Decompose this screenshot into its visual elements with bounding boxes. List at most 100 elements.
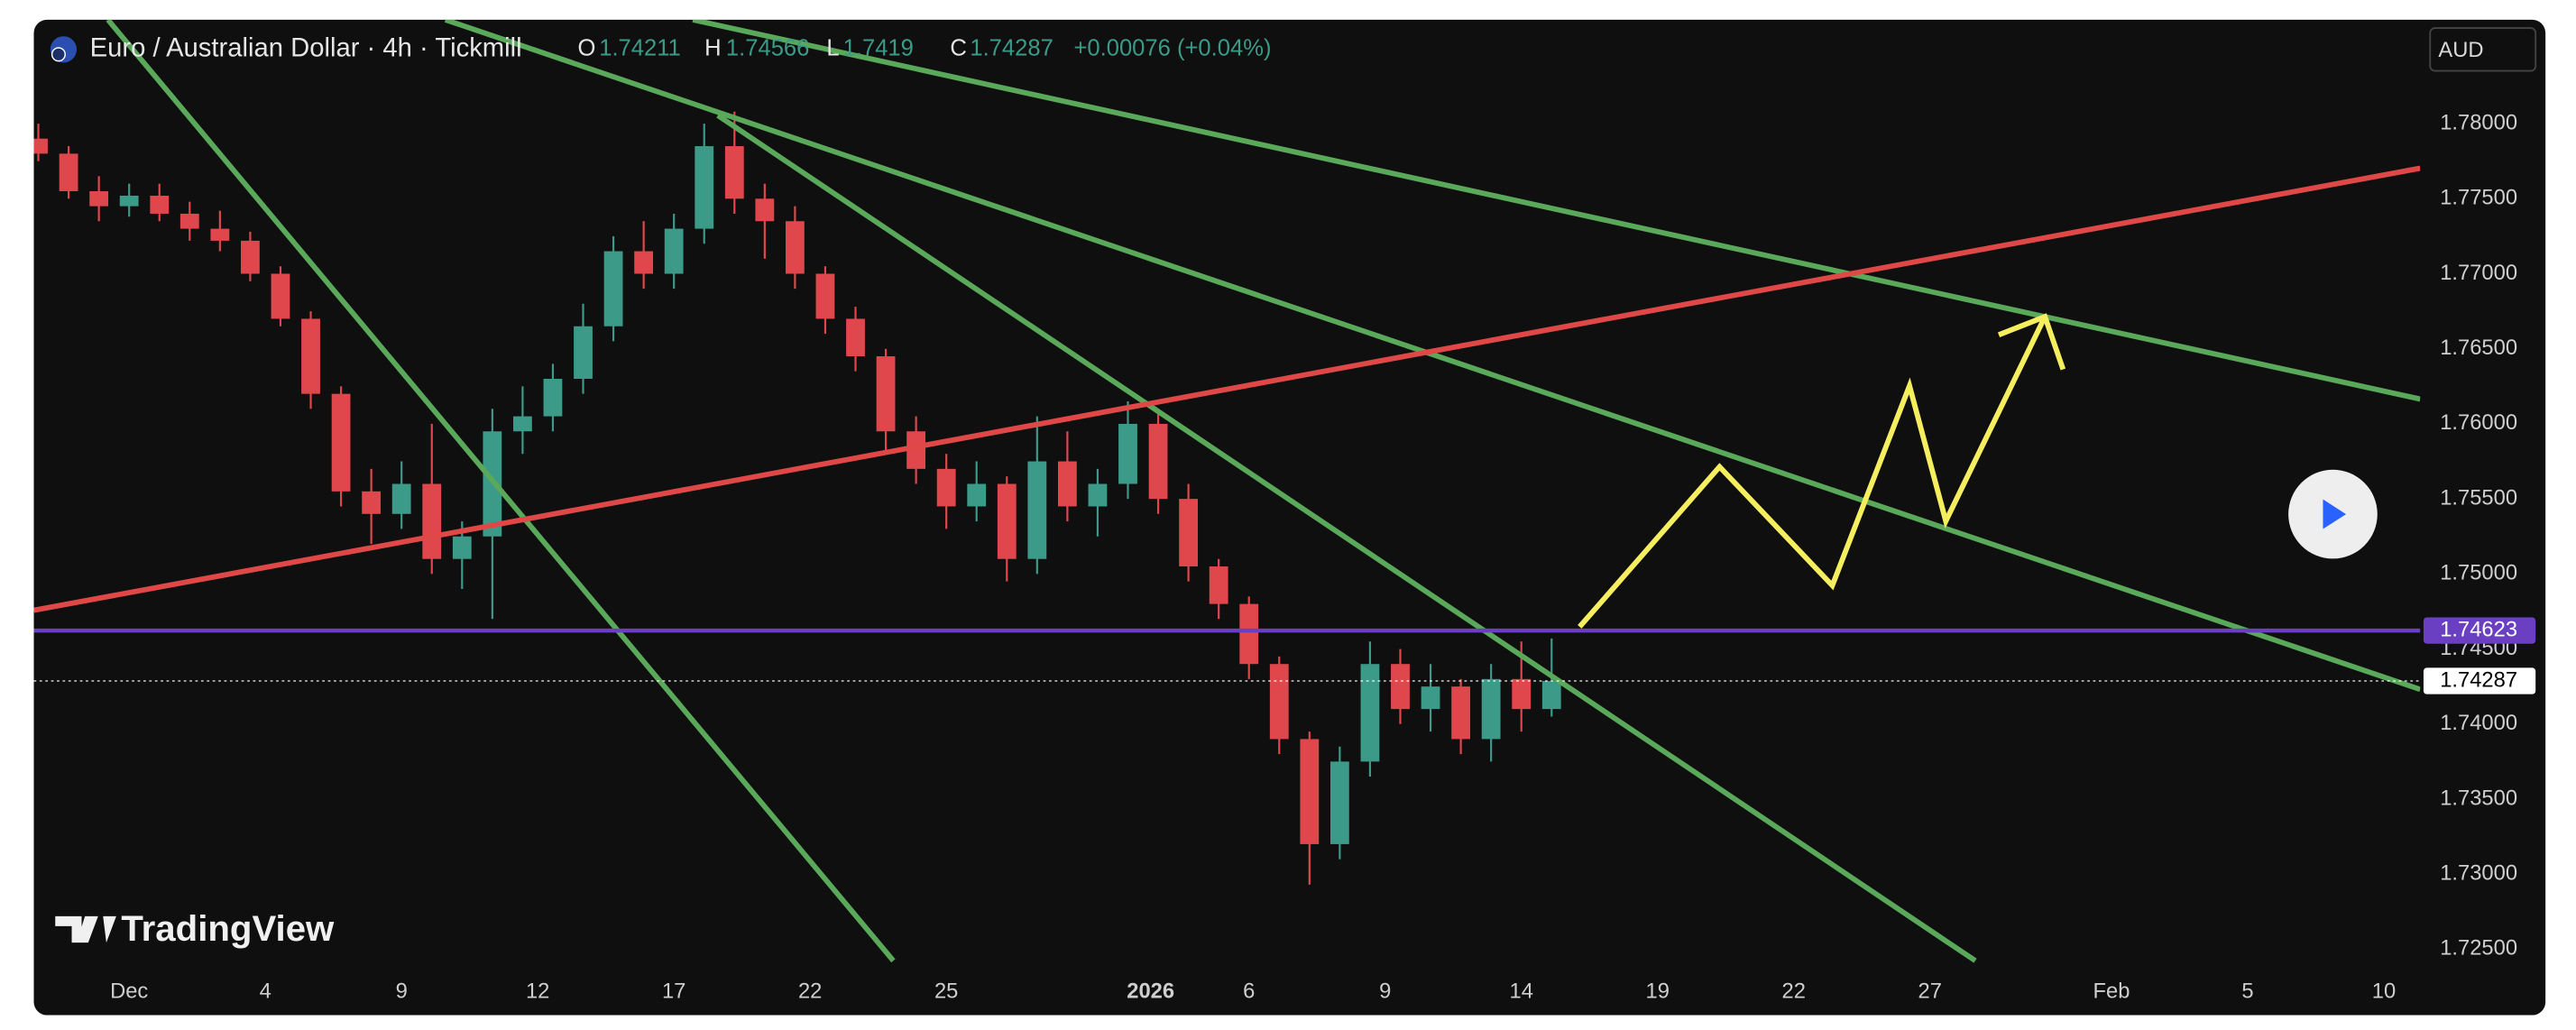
candle-body (785, 221, 805, 274)
x-tick-label: 19 (1645, 979, 1669, 1003)
candle-body (331, 393, 351, 492)
candle-body (1451, 686, 1471, 740)
x-tick-label: 9 (1379, 979, 1391, 1003)
candle-body (513, 416, 532, 432)
candle-body (1088, 483, 1108, 507)
candle-body (1421, 686, 1440, 710)
trend-drawing (444, 19, 2421, 693)
candle-body (634, 251, 654, 274)
candle-body (1057, 461, 1077, 507)
x-tick-label: 10 (2372, 979, 2396, 1003)
candle-body (967, 483, 987, 507)
candle-body (422, 483, 442, 559)
ohlc-label: H (704, 36, 721, 61)
candle-body (695, 146, 714, 229)
candle-body (1027, 461, 1047, 559)
trend-drawing (106, 19, 896, 963)
x-tick-label: 27 (1918, 979, 1941, 1003)
candle-body (1360, 664, 1380, 762)
candle-body (150, 195, 170, 214)
brand-logo (55, 915, 116, 943)
candle-body (362, 491, 382, 514)
x-tick-label: Feb (2093, 979, 2130, 1003)
candle-body (815, 273, 835, 319)
candle-body (241, 240, 260, 274)
chart-frame (33, 19, 2546, 1016)
trend-drawing (1578, 315, 2047, 629)
x-tick-label: 22 (798, 979, 822, 1003)
x-tick-label: 4 (260, 979, 271, 1003)
candle-body (1300, 739, 1320, 844)
ohlc-label: O (577, 36, 595, 61)
x-tick-label: 6 (1243, 979, 1255, 1003)
candle-body (997, 483, 1017, 559)
candle-body (210, 228, 230, 241)
candle-body (664, 228, 684, 274)
candle-body (89, 190, 109, 207)
candle-body (1118, 423, 1137, 484)
y-tick-label: 1.76500 (2440, 336, 2517, 360)
x-tick-label: 9 (396, 979, 408, 1003)
candle-body (119, 195, 139, 207)
candle-body (543, 379, 563, 417)
plot-area (33, 19, 2421, 963)
y-tick-label: 1.78000 (2440, 110, 2517, 134)
trend-drawing (33, 165, 2421, 613)
ohlc-value: 1.7419 (843, 36, 914, 61)
y-tick-label: 1.73500 (2440, 786, 2517, 810)
x-tick-label: 14 (1510, 979, 1533, 1003)
trend-drawing (1997, 313, 2066, 371)
candle-body (391, 483, 411, 514)
trend-drawing (716, 113, 1977, 963)
candle-body (574, 326, 593, 380)
y-tick-label: 1.74000 (2440, 711, 2517, 735)
x-tick-label: 17 (662, 979, 685, 1003)
candle-body (1239, 603, 1259, 665)
candle-body (936, 468, 956, 507)
x-tick-label: 2026 (1127, 979, 1174, 1003)
y-tick-label: 1.77500 (2440, 186, 2517, 210)
ohlc-label: L (826, 36, 839, 61)
candle-body (33, 138, 48, 154)
axes: 1.725001.730001.735001.740001.745001.750… (110, 110, 2536, 1003)
symbol-icon (51, 47, 66, 62)
candle-body (1148, 423, 1168, 500)
ohlc-change: +0.00076 (+0.04%) (1073, 36, 1271, 61)
candle-body (271, 273, 290, 319)
candle-body (1481, 678, 1501, 740)
price-tag-label: 1.74287 (2440, 667, 2517, 692)
candle-body (1391, 664, 1410, 710)
candle-body (1179, 499, 1199, 567)
trend-drawing (692, 19, 2421, 402)
currency-button[interactable] (2429, 27, 2537, 72)
candle-body (876, 356, 896, 432)
chart-title: Euro / Australian Dollar · 4h · Tickmill (90, 34, 522, 63)
candle-body (1269, 664, 1289, 740)
y-tick-label: 1.77000 (2440, 261, 2517, 285)
y-tick-label: 1.73000 (2440, 860, 2517, 885)
price-tag (2423, 667, 2536, 694)
ohlc-value: 1.74566 (726, 36, 809, 61)
y-tick-label: 1.76000 (2440, 410, 2517, 435)
x-tick-label: 12 (526, 979, 549, 1003)
x-tick-label: 25 (934, 979, 958, 1003)
candle-body (755, 198, 775, 222)
x-tick-label: 22 (1781, 979, 1805, 1003)
candle-body (179, 213, 199, 229)
candle-body (846, 318, 865, 357)
x-tick-label: Dec (110, 979, 148, 1003)
candle-body (59, 153, 78, 191)
play-icon (2323, 499, 2347, 529)
y-tick-label: 1.72500 (2440, 936, 2517, 961)
ohlc-label: C (950, 36, 966, 61)
candle-body (906, 431, 926, 469)
candle-body (452, 536, 472, 559)
currency-label: AUD (2438, 38, 2483, 62)
candle-body (603, 251, 623, 326)
brand-name: TradingView (121, 908, 335, 949)
y-tick-label: 1.75500 (2440, 485, 2517, 510)
price-tag-label: 1.74623 (2440, 617, 2517, 641)
y-tick-label: 1.75000 (2440, 561, 2517, 585)
price-tag (2423, 617, 2536, 644)
